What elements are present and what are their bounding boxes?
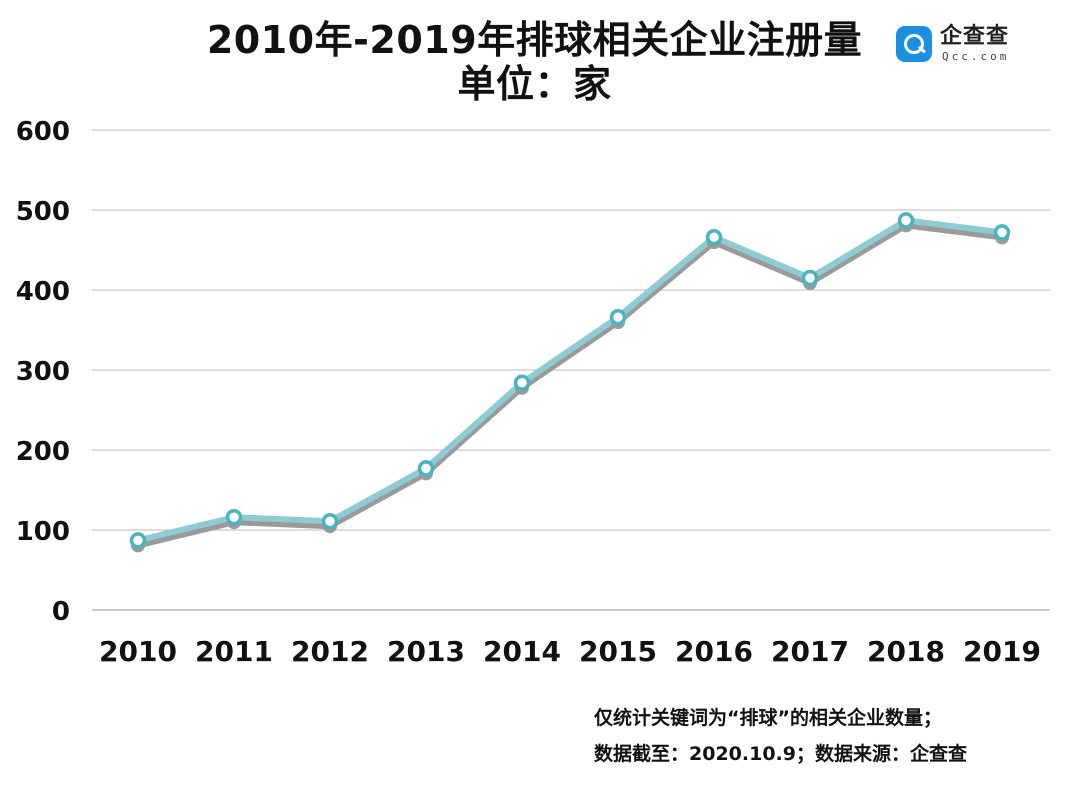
x-tick-label: 2017 [771, 635, 849, 668]
y-tick-label: 400 [16, 277, 70, 307]
series-points [129, 212, 1011, 553]
data-point [705, 228, 723, 246]
y-tick-label: 100 [16, 517, 70, 547]
data-point [801, 269, 819, 287]
brand-logo: 企查查 Qcc.com [896, 24, 1046, 70]
x-tick-label: 2016 [675, 635, 753, 668]
x-axis-ticks: 2010 2011 2012 2013 2014 2015 2016 2017 2018 2019 [99, 635, 1041, 668]
data-point [609, 308, 627, 326]
data-point [513, 374, 531, 392]
data-point [129, 532, 147, 549]
y-tick-label: 300 [16, 357, 70, 387]
x-tick-label: 2015 [579, 635, 657, 668]
brand-name: 企查查 [940, 24, 1010, 49]
footnotes: 仅统计关键词为“排球”的相关企业数量； 数据截至：2020.10.9；数据来源：… [594, 700, 967, 772]
chart-title: 2010年-2019年排球相关企业注册量 单位：家 [0, 18, 1069, 106]
x-tick-label: 2010 [99, 635, 177, 668]
data-point [225, 508, 243, 526]
x-tick-label: 2011 [195, 635, 273, 668]
data-point [993, 224, 1011, 241]
data-point [321, 512, 339, 530]
series-lines [135, 217, 1005, 549]
y-tick-label: 200 [16, 437, 70, 467]
title-text: 2010年-2019年排球相关企业注册量 [206, 18, 863, 62]
x-tick-label: 2018 [867, 635, 945, 668]
qcc-logo-icon [896, 26, 932, 62]
brand-domain: Qcc.com [942, 50, 1010, 63]
footnote-source: 数据截至：2020.10.9；数据来源：企查查 [594, 743, 967, 765]
series-shadow [135, 222, 1005, 549]
y-axis-ticks: 0 100 200 300 400 500 600 [16, 117, 70, 627]
footnote-scope: 仅统计关键词为“排球”的相关企业数量； [594, 707, 942, 729]
data-point [897, 212, 915, 229]
series-line [135, 217, 1005, 544]
x-tick-label: 2019 [963, 635, 1041, 668]
x-tick-label: 2014 [483, 635, 561, 668]
data-point [417, 460, 435, 477]
grid-lines [92, 129, 1050, 611]
unit-subtitle: 单位：家 [457, 62, 612, 106]
y-tick-label: 0 [52, 597, 70, 627]
x-tick-label: 2012 [291, 635, 369, 668]
y-tick-label: 500 [16, 197, 70, 227]
y-tick-label: 600 [16, 117, 70, 147]
x-tick-label: 2013 [387, 635, 465, 668]
